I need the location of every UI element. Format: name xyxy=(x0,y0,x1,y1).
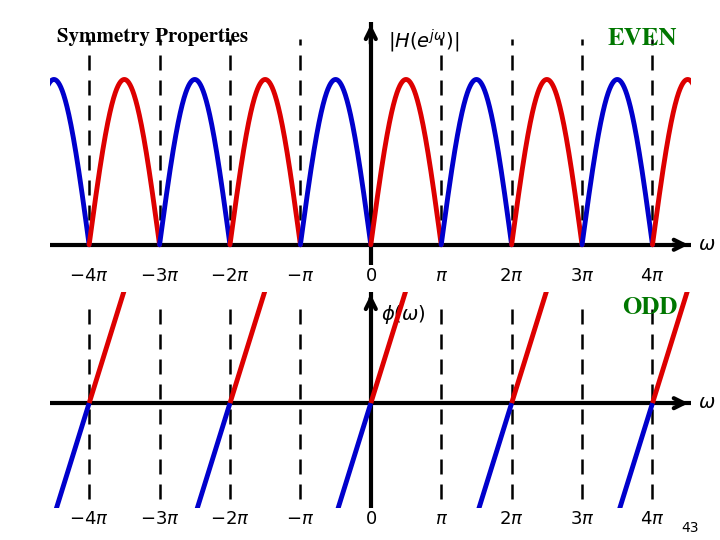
Text: $-\pi$: $-\pi$ xyxy=(287,268,315,285)
Text: ODD: ODD xyxy=(622,297,677,319)
Text: $2\pi$: $2\pi$ xyxy=(500,511,524,528)
Text: $-4\pi$: $-4\pi$ xyxy=(69,511,109,528)
Text: $3\pi$: $3\pi$ xyxy=(570,268,594,285)
Text: $-2\pi$: $-2\pi$ xyxy=(210,268,250,285)
Text: $-\pi$: $-\pi$ xyxy=(287,511,315,528)
Text: $-4\pi$: $-4\pi$ xyxy=(69,268,109,285)
Text: EVEN: EVEN xyxy=(608,28,677,50)
Text: $|H(e^{j\omega})|$: $|H(e^{j\omega})|$ xyxy=(388,28,459,56)
Text: $\phi(\omega)$: $\phi(\omega)$ xyxy=(382,303,426,326)
Text: $4\pi$: $4\pi$ xyxy=(640,511,665,528)
Text: $0$: $0$ xyxy=(365,268,377,285)
Text: $-2\pi$: $-2\pi$ xyxy=(210,511,250,528)
Text: $4\pi$: $4\pi$ xyxy=(640,268,665,285)
Text: 43: 43 xyxy=(681,521,698,535)
Text: $\pi$: $\pi$ xyxy=(435,268,448,285)
Text: $3\pi$: $3\pi$ xyxy=(570,511,594,528)
Text: $\omega$: $\omega$ xyxy=(698,235,716,254)
Text: $-3\pi$: $-3\pi$ xyxy=(140,268,179,285)
Text: $2\pi$: $2\pi$ xyxy=(500,268,524,285)
Text: $\pi$: $\pi$ xyxy=(435,511,448,528)
Text: $\omega$: $\omega$ xyxy=(698,394,716,413)
Text: $0$: $0$ xyxy=(365,511,377,528)
Text: Symmetry Properties: Symmetry Properties xyxy=(58,28,248,46)
Text: $-3\pi$: $-3\pi$ xyxy=(140,511,179,528)
